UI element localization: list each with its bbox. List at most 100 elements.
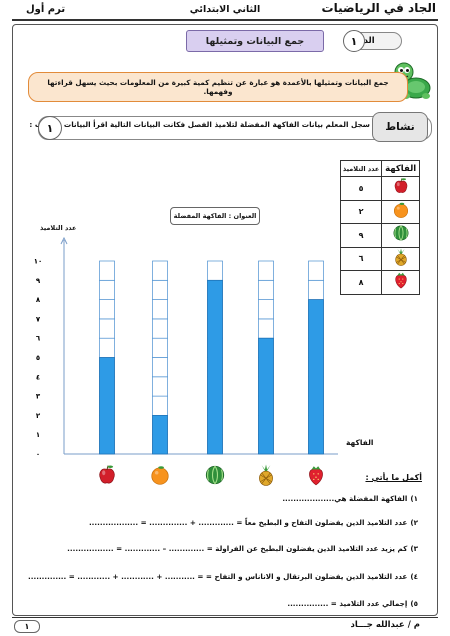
bar-cell [152,260,168,281]
orange-icon [393,202,408,218]
bar-cell [99,337,115,358]
bar-chart: ٠ ١ ٢ ٣ ٤ ٥ ٦ ٧ ٨ ٩ ١٠ [34,236,338,486]
bar-cell [99,260,115,281]
bar-cell [152,299,168,320]
y-tick-label: ٠ [36,451,40,459]
table-cell-count: ٥ [339,176,383,201]
question-text: عدد التلاميذ الذين يفضلون التفاح و البطي… [88,518,408,527]
bar-cell [258,279,274,300]
table-row: ٦ [339,246,420,271]
header-divider [12,19,438,21]
activity-box [38,116,432,140]
term-label: ترم أول [26,4,66,15]
bar-cell [258,318,274,339]
strawberry-icon [395,273,407,289]
question-number: ٥) [410,599,418,608]
question-text: كم يزيد عدد التلاميذ الذين يفضلون البطيخ… [67,544,408,553]
grade-label: الثاني الابتدائي [189,4,261,15]
y-tick-label: ١ [36,431,40,439]
bar-pineapple [258,337,274,455]
bar-cell [99,279,115,300]
table-cell-count: ٦ [339,246,383,271]
y-tick-label: ٩ [36,277,41,285]
footer-divider [12,617,438,618]
bar-cell [152,318,168,339]
bar-cell [99,318,115,339]
table-cell-fruit [381,223,420,248]
table-header-fruit: الفاكهة [381,160,420,177]
table-row: ٥ [339,176,420,201]
question-4: ٤)عدد التلاميذ الذين يفضلون البرتقال و ا… [28,572,418,581]
definition-text: جمع البيانات وتمثيلها بالأعمدة هو عبارة … [47,78,389,96]
definition-box: جمع البيانات وتمثيلها بالأعمدة هو عبارة … [28,72,408,102]
page-number: ١ [14,620,40,633]
table-cell-fruit [381,176,420,201]
table-cell-count: ٩ [339,223,383,248]
bar-cell [207,260,223,281]
table-header-count: عدد التلاميذ [339,160,383,177]
question-number: ٤) [410,572,418,581]
bar-watermelon [207,279,223,455]
y-tick-label: ٣ [36,393,41,401]
y-tick-label: ٥ [36,354,40,362]
table-cell-count: ٢ [339,199,383,224]
y-axis-label: عدد التلاميذ [40,224,77,232]
bar-orange [152,415,168,455]
activity-label: نشاط [372,112,428,142]
strawberry-icon [309,466,323,486]
question-number: ١) [410,494,418,503]
watermelon-icon [205,465,225,485]
bar-cell [99,299,115,320]
table-cell-fruit [381,246,420,271]
table-cell-count: ٨ [339,270,383,295]
activity-text: سجل المعلم بيانات الفاكهة المفضلة لتلامي… [29,120,370,129]
subject-title: الجاد في الرياضيات [321,1,436,15]
question-5: ٥)إجمالي عدد التلاميذ = ............... [287,599,418,608]
apple-icon [394,178,407,194]
question-3: ٣)كم يزيد عدد التلاميذ الذين يفضلون البط… [67,544,418,553]
bar-strawberry [308,299,324,455]
question-text: الفاكهة المفضلة هي................... [282,494,408,503]
question-number: ٢) [410,518,418,527]
x-axis-label: الفاكهة [346,438,374,447]
y-tick-label: ٧ [36,315,41,323]
question-2: ٢)عدد التلاميذ الذين يفضلون التفاح و الب… [89,518,418,527]
pineapple-icon [259,464,273,486]
bar-cell [152,376,168,397]
bar-cell [152,357,168,378]
y-axis-arrow [60,236,68,245]
bar-apple [99,357,115,455]
table-row: ٩ [339,223,420,248]
bar-cell [258,260,274,281]
bar-cell [152,395,168,416]
question-text: عدد التلاميذ الذين يفضلون البرتقال و الا… [28,572,408,581]
y-tick-label: ٦ [36,335,41,343]
bar-cell [308,260,324,281]
bar-cell [308,279,324,300]
y-tick-label: ١٠ [34,258,43,266]
question-1: ١)الفاكهة المفضلة هي................... [282,494,418,503]
author-name: م / عبدالله جـــاد [350,620,420,630]
question-text: إجمالي عدد التلاميذ = ............... [287,599,408,608]
question-number: ٣) [410,544,418,553]
page-frame [12,24,438,616]
table-cell-fruit [381,199,420,224]
y-tick-label: ٢ [36,412,41,420]
table-cell-fruit [381,270,420,295]
bar-cell [152,337,168,358]
watermelon-icon [393,225,409,241]
chart-title: العنوان : الفاكهة المفضلة [170,207,260,225]
questions-heading: أكمل ما يأتي : [365,473,422,482]
table-row: ٢ [339,199,420,224]
bar-cell [258,299,274,320]
apple-icon [99,465,115,484]
table-row: ٨ [339,270,420,295]
activity-number: ١ [38,116,62,140]
y-tick-label: ٤ [36,373,40,381]
pineapple-icon [394,248,407,266]
y-tick-label: ٨ [36,296,41,304]
orange-icon [151,466,169,485]
lesson-number: ١ [343,30,365,52]
lesson-title: جمع البيانات وتمثيلها [186,30,324,52]
